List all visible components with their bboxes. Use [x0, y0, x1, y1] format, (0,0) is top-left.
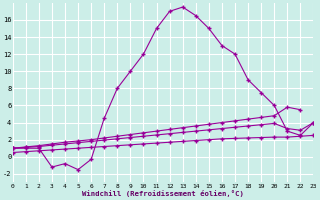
X-axis label: Windchill (Refroidissement éolien,°C): Windchill (Refroidissement éolien,°C) [82, 190, 244, 197]
